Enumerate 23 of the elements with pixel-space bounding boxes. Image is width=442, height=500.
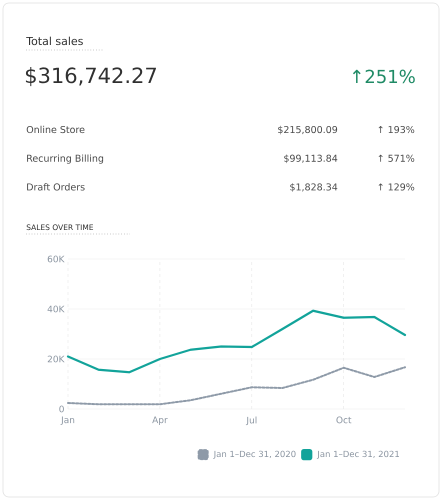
x-tick-label: Jan: [60, 416, 74, 425]
x-tick-label: Apr: [152, 416, 168, 425]
x-tick-label: Oct: [336, 416, 352, 424]
line-series: [66, 310, 406, 374]
y-tick-label: 20K: [48, 356, 65, 362]
x-tick-label: Jul: [246, 416, 256, 426]
text: Recurring Billing: [27, 154, 104, 164]
text: $99,113.84: [284, 154, 338, 164]
y-tick-label: 40K: [48, 306, 65, 312]
text: $215,800.09: [278, 126, 338, 134]
text: ↑251%: [352, 70, 415, 84]
text: Online Store: [26, 126, 84, 134]
text: ↑ 193%: [378, 126, 414, 134]
y-tick-label: 0: [59, 406, 64, 412]
legend-label: Jan 1–Dec 31, 2020: [213, 450, 296, 459]
chart-subtitle: $316,742.27: [26, 67, 156, 86]
y-tick-label: 60K: [48, 256, 65, 262]
legend-label: Jan 1–Dec 31, 2021: [316, 450, 400, 459]
text: ↑ 571%: [378, 154, 414, 162]
text: $1,828.34: [290, 183, 338, 192]
text: ↑ 129%: [378, 183, 414, 191]
text: Draft Orders: [27, 183, 85, 191]
chart-title: Total sales: [26, 36, 83, 46]
